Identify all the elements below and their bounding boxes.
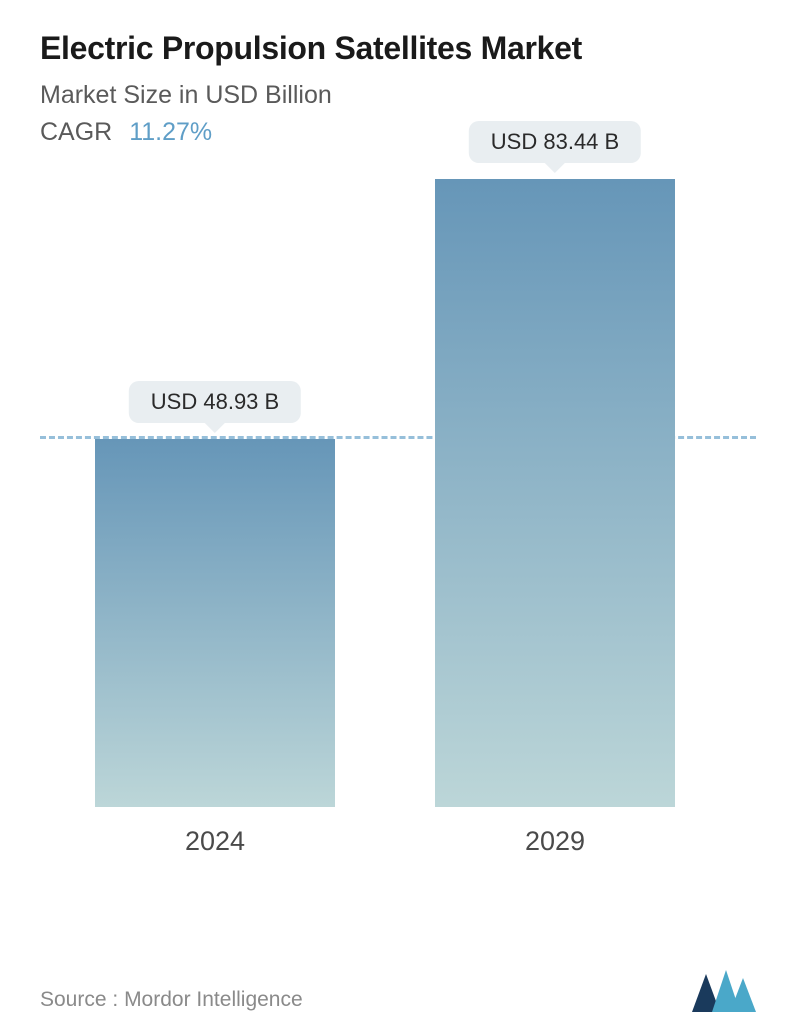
bar-2024: USD 48.93 B xyxy=(95,439,335,807)
cagr-label: CAGR xyxy=(40,118,112,146)
value-label-2024: USD 48.93 B xyxy=(129,381,301,423)
bar-fill xyxy=(435,179,675,807)
brand-logo-icon xyxy=(692,968,756,1012)
chart-title: Electric Propulsion Satellites Market xyxy=(40,30,756,67)
chart-area: USD 48.93 B 2024 USD 83.44 B 2029 xyxy=(40,167,756,867)
source-label: Source : xyxy=(40,988,118,1011)
source-text: Source : Mordor Intelligence xyxy=(40,988,303,1012)
x-axis-label-2029: 2029 xyxy=(435,826,675,857)
chart-subtitle: Market Size in USD Billion xyxy=(40,81,756,110)
bar-2029: USD 83.44 B xyxy=(435,179,675,807)
source-name: Mordor Intelligence xyxy=(124,988,303,1011)
cagr-value: 11.27% xyxy=(129,118,212,146)
cagr-row: CAGR 11.27% xyxy=(40,118,756,147)
x-axis-label-2024: 2024 xyxy=(95,826,335,857)
bar-fill xyxy=(95,439,335,807)
footer: Source : Mordor Intelligence xyxy=(40,968,756,1012)
value-label-2029: USD 83.44 B xyxy=(469,121,641,163)
